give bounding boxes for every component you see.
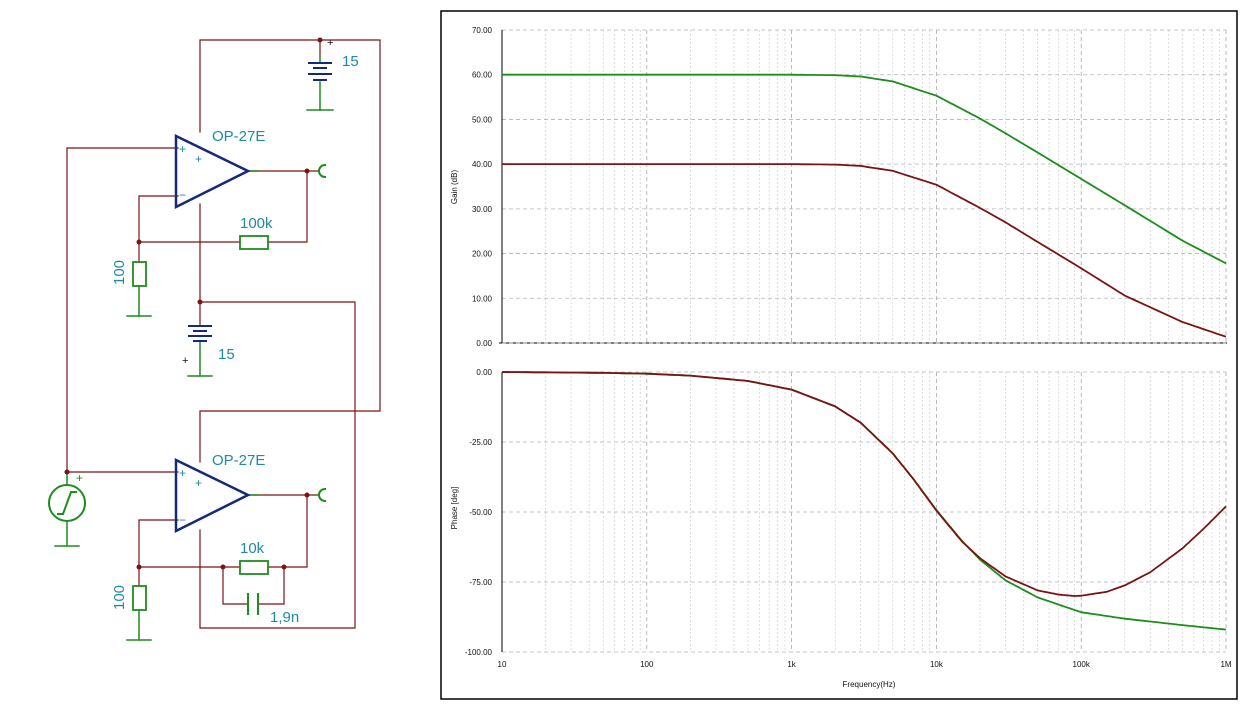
gain-ylabel: Gain (dB) <box>450 170 459 205</box>
svg-text:+: + <box>179 142 186 156</box>
output-terminal-bottom <box>318 487 327 503</box>
resistor-top-feedback <box>239 235 269 250</box>
phase-chart: 0.00 -25.00 -50.00 -75.00 -100.00 10 100 1k 10k 1… <box>465 368 1232 669</box>
opamp-pin-signs: + − + + − + + <box>76 142 202 527</box>
svg-text:−: − <box>179 513 186 527</box>
wires <box>66 39 381 629</box>
series-line-0 <box>502 73 1227 265</box>
opamp-bottom-name: OP-27E <box>212 452 265 469</box>
opamp-top <box>174 134 251 210</box>
series-line-1 <box>501 371 1227 597</box>
schematic-labels: 15 + 15 + OP-27E OP-27E 100k 10k 1,9n 10… <box>111 37 359 626</box>
supply-mid-value: 15 <box>218 346 235 363</box>
y-tick-label: 0.00 <box>476 339 492 348</box>
supply-mid-plus: + <box>182 355 188 367</box>
resistor-bottom-feedback-label: 10k <box>240 540 265 557</box>
wire-top-fb-right <box>267 170 308 243</box>
wire-mid-rail <box>199 301 356 629</box>
x-tick-label: 1k <box>787 660 796 669</box>
output-terminal-top <box>318 163 327 179</box>
resistor-bottom-feedback <box>239 560 269 575</box>
opamp-bottom <box>174 458 251 534</box>
resistor-top-ground-label: 100 <box>111 260 128 285</box>
wire-top-inverting <box>138 195 179 263</box>
battery-mid <box>188 325 212 342</box>
y-tick-label: -50.00 <box>469 508 492 517</box>
opamp-top-name: OP-27E <box>212 128 265 145</box>
wire-bottom-fb-right <box>267 494 308 568</box>
x-tick-label: 10 <box>498 660 507 669</box>
svg-text:−: − <box>179 188 186 202</box>
signal-source <box>48 484 86 522</box>
wire-bottom-inverting <box>138 519 179 587</box>
svg-text:+: + <box>195 476 202 490</box>
gain-chart: 0.00 10.00 20.00 30.00 40.00 50.00 60.00 70.00 <box>472 26 1227 348</box>
resistor-top-feedback-label: 100k <box>240 215 273 232</box>
capacitor-bottom-label: 1,9n <box>270 609 299 626</box>
x-tick-label: 10k <box>930 660 944 669</box>
junction-dots <box>64 37 323 570</box>
resistor-bottom-ground <box>132 585 147 611</box>
supply-top-plus: + <box>327 37 333 49</box>
y-tick-label: 60.00 <box>472 71 493 80</box>
y-tick-label: -25.00 <box>469 438 492 447</box>
wire-cap-left <box>222 566 248 605</box>
resistor-bottom-ground-label: 100 <box>111 585 128 610</box>
battery-top <box>308 62 332 81</box>
phase-ylabel: Phase [deg] <box>450 487 459 530</box>
y-tick-label: 0.00 <box>476 368 492 377</box>
y-tick-label: 20.00 <box>472 250 493 259</box>
svg-text:+: + <box>195 152 202 166</box>
component-leads <box>54 55 334 641</box>
supply-top-value: 15 <box>342 53 359 70</box>
y-tick-label: -100.00 <box>465 648 493 657</box>
y-tick-label: 30.00 <box>472 205 493 214</box>
series-line-1 <box>502 163 1227 338</box>
y-tick-label: 40.00 <box>472 160 493 169</box>
x-tick-label: 1M <box>1220 660 1231 669</box>
x-tick-label: 100k <box>1073 660 1091 669</box>
y-tick-label: -75.00 <box>469 578 492 587</box>
x-tick-label: 100 <box>640 660 654 669</box>
y-tick-label: 50.00 <box>472 115 493 124</box>
wire-input-left <box>66 147 179 473</box>
frequency-xlabel: Frequency(Hz) <box>843 680 896 689</box>
schematic: 15 + 15 + OP-27E OP-27E 100k 10k 1,9n 10… <box>48 37 381 641</box>
plot-frame <box>440 10 1238 700</box>
svg-text:+: + <box>76 471 83 485</box>
y-tick-label: 70.00 <box>472 26 493 35</box>
svg-text:+: + <box>179 466 186 480</box>
y-tick-label: 10.00 <box>472 294 493 303</box>
capacitor-bottom <box>247 593 259 615</box>
resistor-top-ground <box>132 261 147 287</box>
wire-cap-right <box>258 566 285 605</box>
wire-top-supply-rail <box>199 39 381 463</box>
